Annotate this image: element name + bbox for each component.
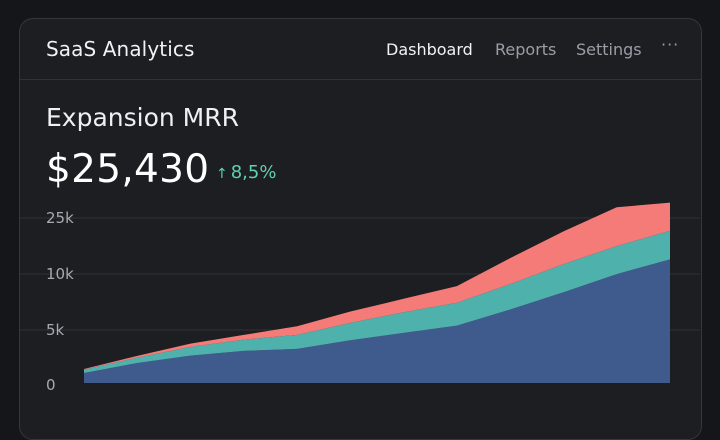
nav-dashboard[interactable]: Dashboard: [386, 40, 473, 59]
metric-title: Expansion MRR: [46, 103, 239, 132]
app-title: SaaS Analytics: [46, 37, 195, 61]
more-options-icon[interactable]: ···: [661, 35, 680, 54]
metric-delta-value: 8,5%: [230, 162, 277, 183]
arrow-up-icon: ↑: [216, 166, 228, 182]
top-navigation-bar: SaaS Analytics Dashboard Reports Setting…: [20, 19, 701, 80]
metric-value: $25,430: [46, 147, 210, 192]
nav-reports[interactable]: Reports: [495, 40, 557, 59]
analytics-card: SaaS Analytics Dashboard Reports Setting…: [19, 18, 702, 440]
metric-delta: ↑ 8,5%: [216, 162, 276, 183]
nav-settings[interactable]: Settings: [576, 40, 642, 59]
